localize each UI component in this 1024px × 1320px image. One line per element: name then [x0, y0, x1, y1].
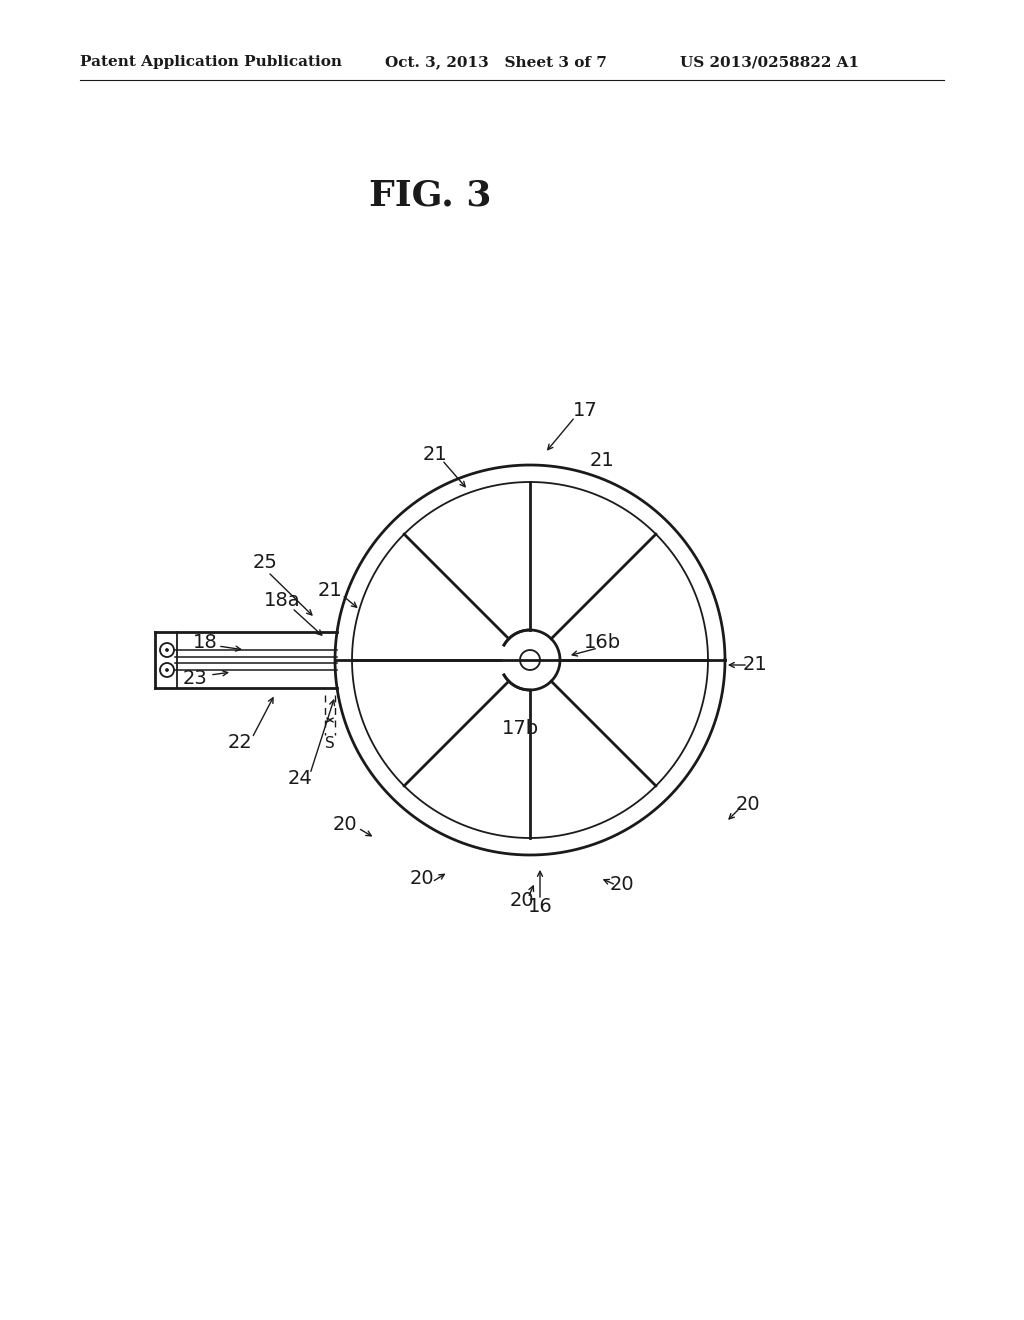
Text: 17b: 17b	[502, 718, 539, 738]
Text: 16b: 16b	[584, 632, 621, 652]
Text: FIG. 3: FIG. 3	[369, 178, 492, 213]
Text: 25: 25	[253, 553, 278, 572]
Circle shape	[166, 668, 169, 672]
Text: 20: 20	[333, 816, 357, 834]
Text: 23: 23	[182, 668, 208, 688]
Circle shape	[160, 643, 174, 657]
Text: Oct. 3, 2013   Sheet 3 of 7: Oct. 3, 2013 Sheet 3 of 7	[385, 55, 607, 69]
Text: 22: 22	[227, 733, 252, 751]
Text: 17: 17	[572, 400, 597, 420]
Text: 20: 20	[510, 891, 535, 909]
Text: 24: 24	[288, 768, 312, 788]
Text: 20: 20	[410, 869, 434, 887]
Text: US 2013/0258822 A1: US 2013/0258822 A1	[680, 55, 859, 69]
Text: 21: 21	[317, 581, 342, 599]
Text: 21: 21	[742, 656, 767, 675]
Text: S: S	[326, 737, 335, 751]
Text: 21: 21	[423, 446, 447, 465]
Circle shape	[160, 663, 174, 677]
Text: 16: 16	[527, 898, 552, 916]
Bar	[332, 634, 337, 686]
Text: Patent Application Publication: Patent Application Publication	[80, 55, 342, 69]
Text: 20: 20	[735, 796, 760, 814]
Text: 18a: 18a	[264, 590, 300, 610]
Text: 20: 20	[609, 875, 634, 895]
Circle shape	[166, 648, 169, 652]
Text: 18: 18	[193, 632, 217, 652]
Text: 21: 21	[590, 450, 614, 470]
